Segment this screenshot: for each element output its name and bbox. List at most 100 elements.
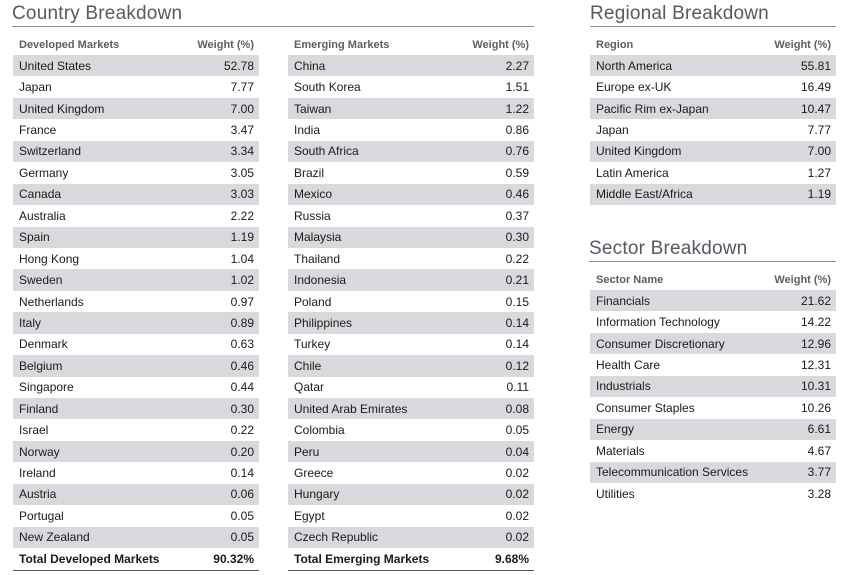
- row-weight: 0.14: [458, 312, 534, 334]
- row-weight: 0.15: [505, 294, 529, 309]
- table-row: Peru 0.04: [288, 440, 534, 463]
- row-label: United Kingdom: [590, 140, 760, 163]
- row-label: Switzerland: [13, 140, 183, 163]
- total-label: Total Emerging Markets: [288, 548, 458, 572]
- row-label: Denmark: [19, 337, 68, 352]
- row-label: Hungary: [288, 483, 458, 506]
- table-row: Japan 7.77: [13, 76, 259, 97]
- table-row: Thailand 0.22: [288, 248, 534, 269]
- regional-breakdown-rule: [590, 26, 836, 27]
- table-row: Colombia 0.05: [288, 419, 534, 440]
- table-row: Israel 0.22: [13, 419, 259, 440]
- row-label: Czech Republic: [288, 526, 458, 549]
- row-weight: 0.05: [183, 526, 259, 549]
- row-label: Mexico: [288, 183, 458, 206]
- table-row: Malaysia 0.30: [288, 226, 534, 248]
- table-row: Chile 0.12: [288, 355, 534, 377]
- row-weight: 0.21: [458, 269, 534, 291]
- row-label: Colombia: [294, 423, 345, 438]
- row-weight: 0.05: [505, 423, 529, 438]
- row-label: Canada: [13, 183, 183, 206]
- row-weight: 0.02: [458, 526, 534, 549]
- table-row: Energy 6.61: [590, 418, 836, 441]
- row-label: Materials: [596, 443, 645, 458]
- row-label: Utilities: [596, 486, 635, 501]
- table-row: Information Technology 14.22: [590, 311, 836, 332]
- total-weight: 9.68%: [458, 548, 534, 572]
- row-weight: 12.31: [800, 358, 831, 373]
- row-weight: 12.96: [760, 332, 836, 355]
- row-label: Israel: [19, 423, 49, 438]
- table-row: Turkey 0.14: [288, 334, 534, 355]
- row-label: Poland: [294, 294, 332, 309]
- row-weight: 1.04: [230, 251, 254, 266]
- table-row: South Africa 0.76: [288, 140, 534, 163]
- row-weight: 0.63: [230, 337, 254, 352]
- row-weight: 0.02: [458, 483, 534, 506]
- table-row: Qatar 0.11: [288, 377, 534, 398]
- country-breakdown-rule: [12, 26, 534, 27]
- row-weight: 4.67: [807, 443, 831, 458]
- row-weight: 0.59: [505, 165, 529, 180]
- row-weight: 0.22: [230, 423, 254, 438]
- row-weight: 0.11: [506, 380, 529, 395]
- row-label: Telecommunication Services: [590, 461, 760, 483]
- row-weight: 1.19: [760, 183, 836, 206]
- table-row: Netherlands 0.97: [13, 291, 259, 312]
- row-label: Sweden: [13, 269, 183, 291]
- row-weight: 7.00: [760, 140, 836, 163]
- table-row: Japan 7.77: [590, 119, 836, 140]
- table-header-row: Emerging Markets Weight (%): [288, 34, 534, 55]
- row-label: United States: [13, 55, 183, 77]
- row-weight: 0.14: [505, 337, 529, 352]
- row-label: Indonesia: [288, 269, 458, 291]
- table-row: Latin America 1.27: [590, 162, 836, 183]
- row-label: Financials: [590, 290, 760, 312]
- row-label: India: [294, 123, 321, 138]
- row-weight: 2.27: [458, 55, 534, 77]
- row-label: Qatar: [294, 380, 325, 395]
- table-row: Denmark 0.63: [13, 334, 259, 355]
- column-header-weight: Weight (%): [774, 273, 831, 286]
- row-label: Industrials: [590, 375, 760, 398]
- row-label: Consumer Staples: [596, 400, 695, 415]
- row-label: Latin America: [596, 165, 669, 180]
- country-breakdown-title: Country Breakdown: [12, 3, 183, 24]
- row-label: Consumer Discretionary: [590, 332, 760, 355]
- row-weight: 55.81: [760, 55, 836, 77]
- row-label: United Arab Emirates: [288, 398, 458, 420]
- regional-breakdown-table: Region Weight (%) North America 55.81 Euro…: [590, 34, 836, 206]
- row-label: Hong Kong: [19, 251, 80, 266]
- sector-breakdown-rule: [589, 261, 836, 262]
- row-weight: 0.44: [230, 380, 254, 395]
- table-row: China 2.27: [288, 55, 534, 77]
- row-weight: 3.34: [183, 140, 259, 163]
- table-row: Greece 0.02: [288, 462, 534, 483]
- column-header-name: Developed Markets: [19, 38, 120, 51]
- column-header-region: Region: [596, 38, 634, 51]
- row-label: Japan: [596, 123, 629, 138]
- row-weight: 6.61: [760, 418, 836, 441]
- row-weight: 10.31: [760, 375, 836, 398]
- sector-breakdown-table: Sector Name Weight (%) Financials 21.62 In…: [590, 269, 836, 504]
- row-weight: 0.08: [458, 398, 534, 420]
- row-label: Information Technology: [596, 315, 720, 330]
- row-label: Middle East/Africa: [590, 183, 760, 206]
- table-row: Middle East/Africa 1.19: [590, 183, 836, 206]
- row-label: Peru: [288, 440, 458, 463]
- sector-breakdown-title: Sector Breakdown: [589, 238, 748, 259]
- row-label: Finland: [13, 398, 183, 420]
- row-label: United Kingdom: [13, 97, 183, 120]
- row-weight: 3.47: [230, 123, 254, 138]
- row-label: Thailand: [294, 251, 341, 266]
- row-label: Austria: [13, 483, 183, 506]
- table-row: Spain 1.19: [13, 226, 259, 248]
- emerging-markets-table: Emerging Markets Weight (%) China 2.27 Sou…: [288, 34, 534, 572]
- row-label: Japan: [19, 80, 52, 95]
- table-row: Materials 4.67: [590, 440, 836, 461]
- row-weight: 7.77: [807, 123, 831, 138]
- column-header-weight: Weight (%): [197, 38, 254, 51]
- table-row: Philippines 0.14: [288, 312, 534, 334]
- total-label: Total Developed Markets: [13, 548, 183, 572]
- row-weight: 1.22: [458, 97, 534, 120]
